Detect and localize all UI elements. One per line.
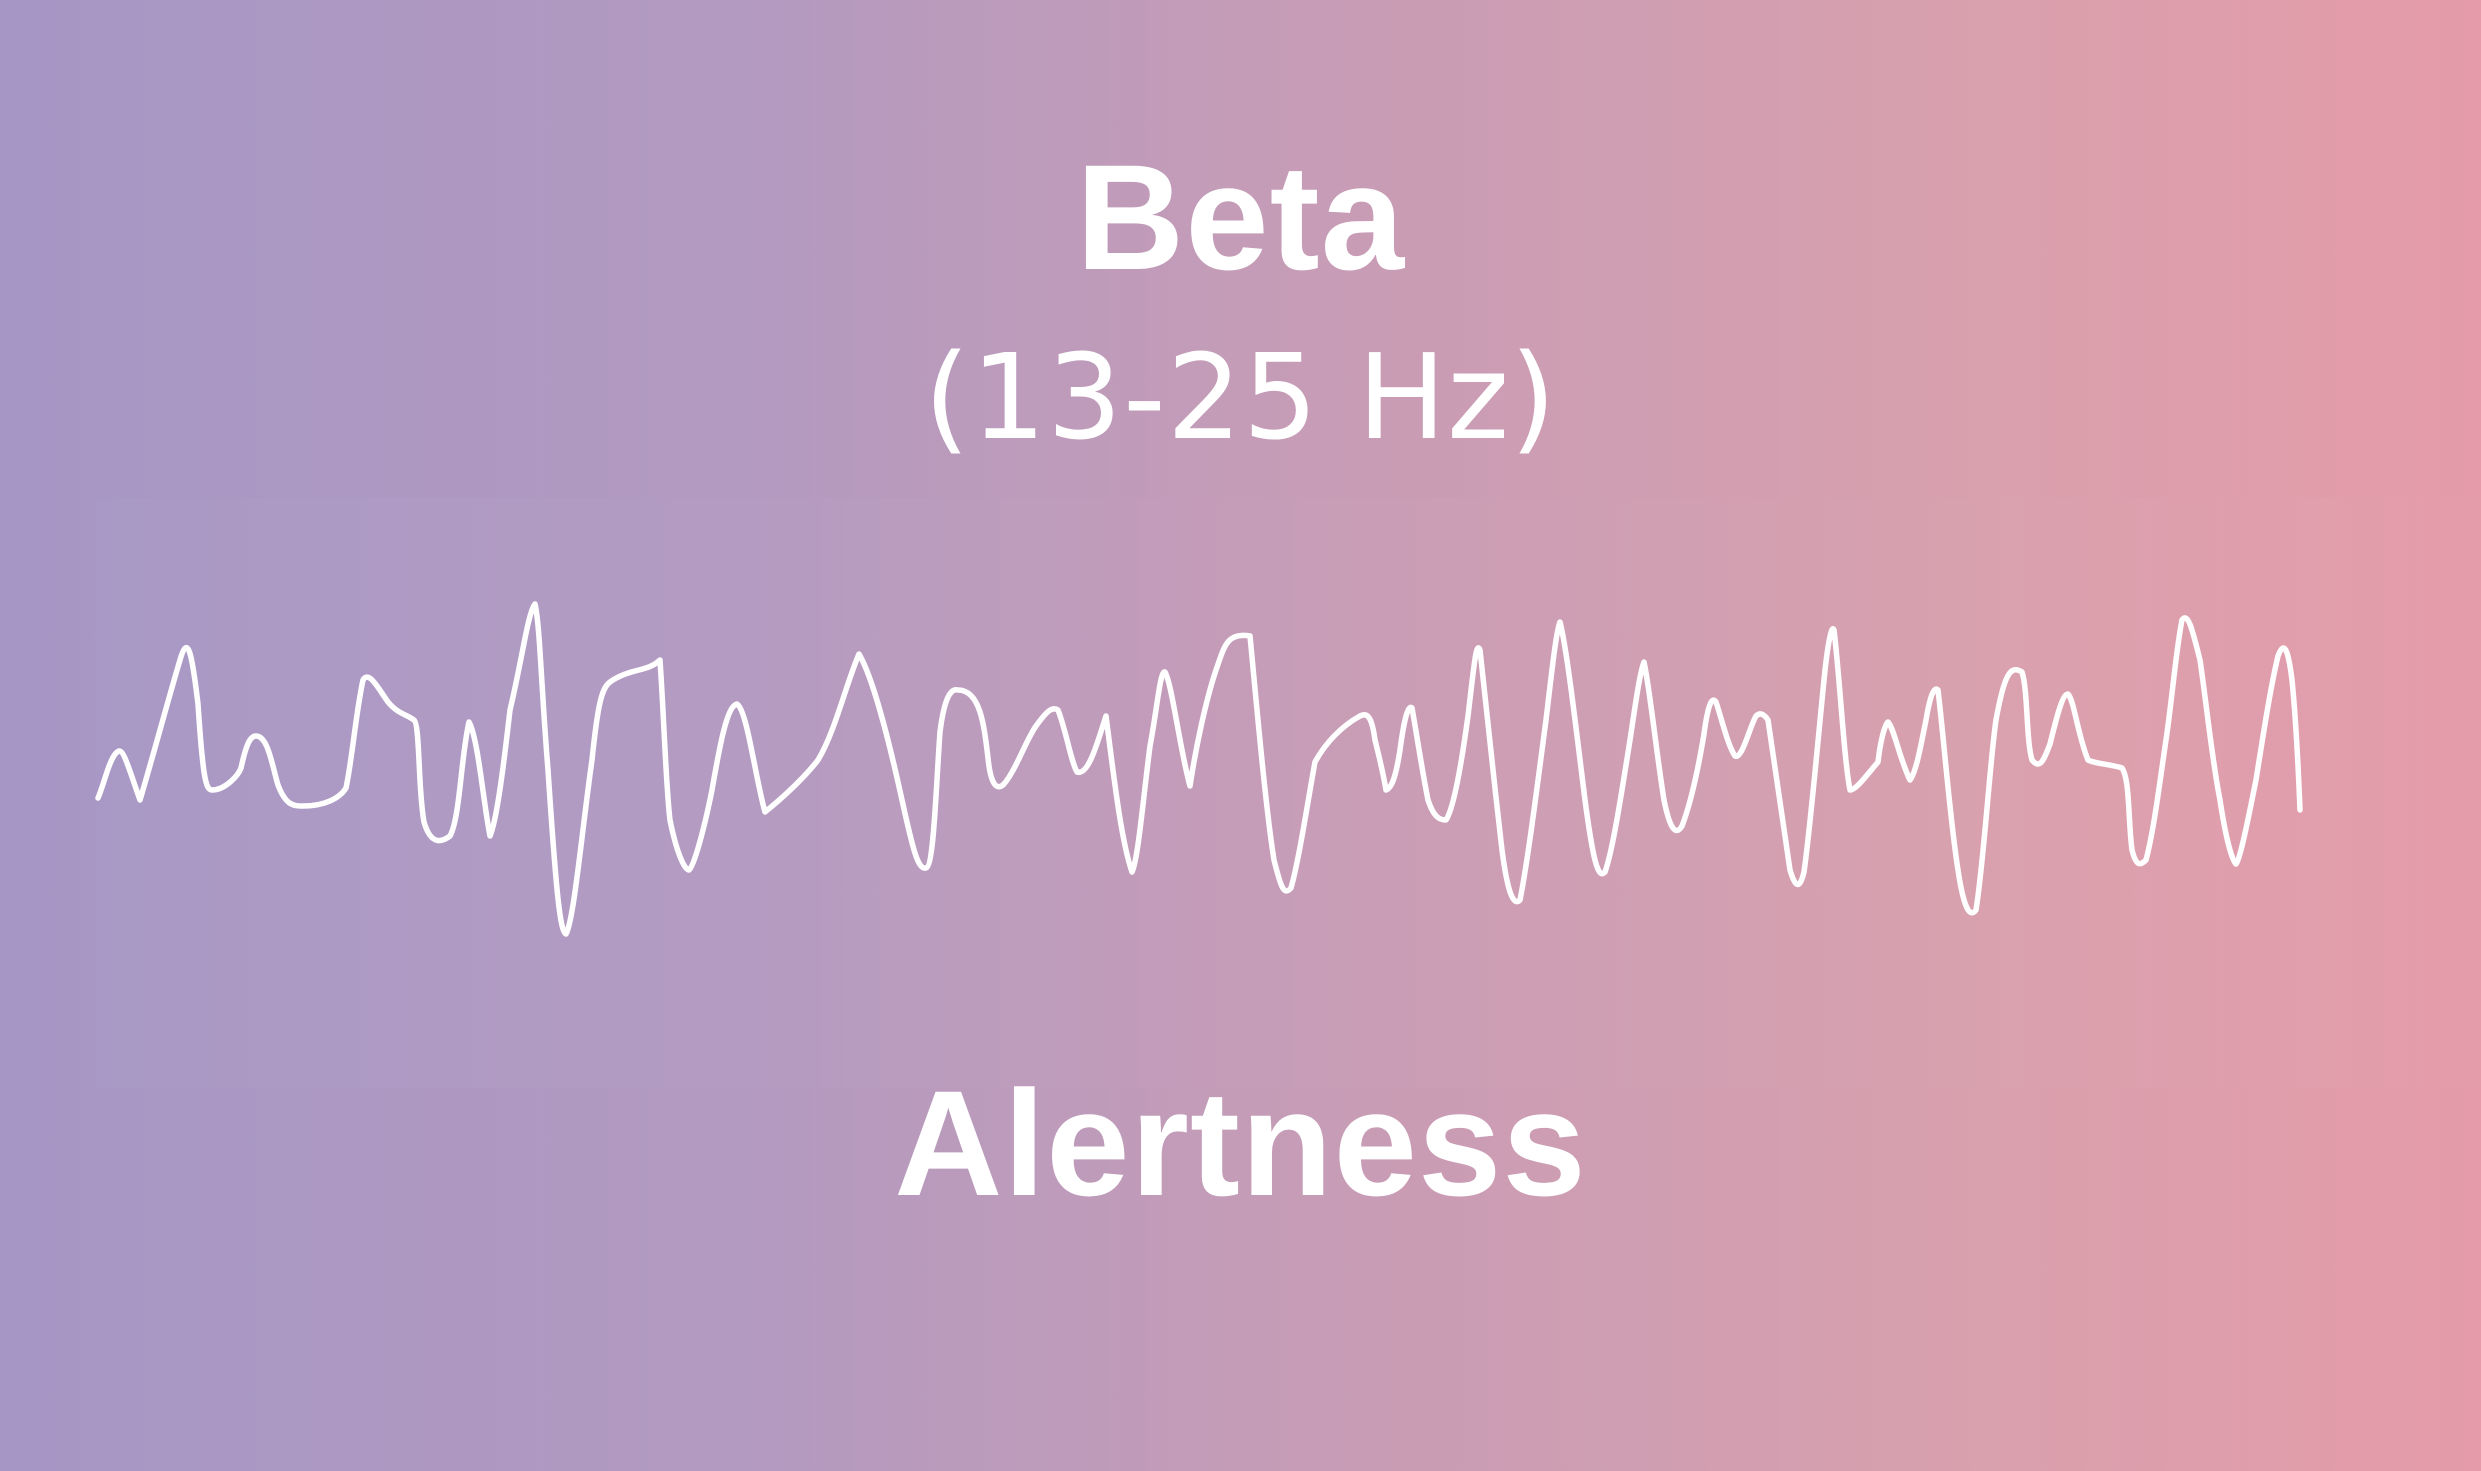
state-label: Alertness (894, 1059, 1587, 1227)
wave-title: Beta (1075, 133, 1406, 301)
waveform-line (95, 601, 2303, 937)
frequency-range: (13-25 Hz) (923, 328, 1558, 466)
